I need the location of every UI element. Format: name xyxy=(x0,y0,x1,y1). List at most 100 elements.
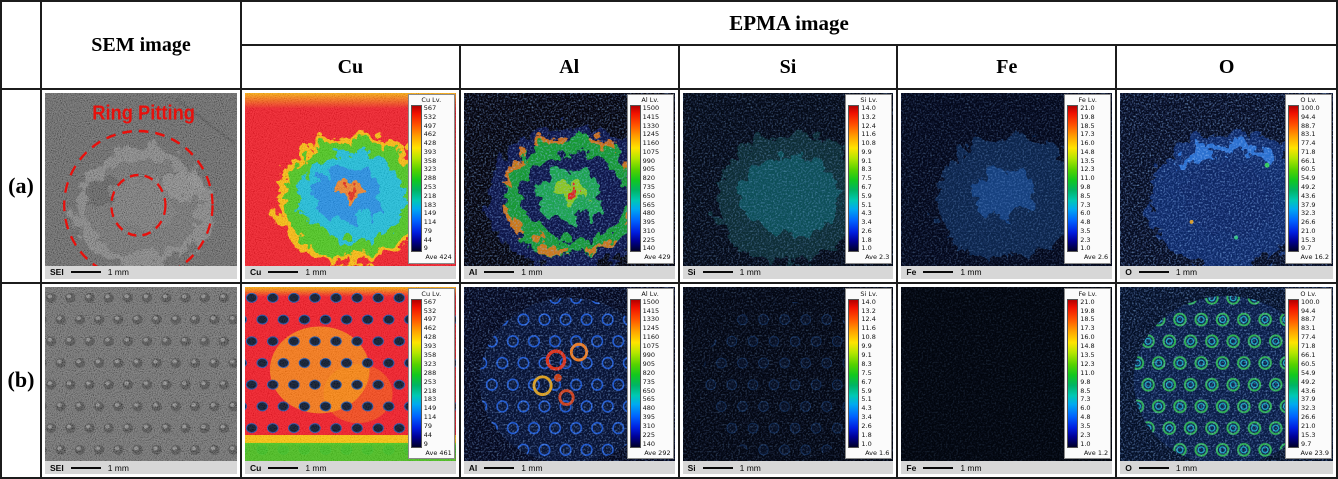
colorbar-tick: 13.5 xyxy=(1080,156,1095,165)
colorbar-tick: 9.8 xyxy=(1080,377,1091,386)
colorbar-a-o: O Lv. 100.0 94.4 88.7 83.1 77.4 71.8 66.1 60.5 54… xyxy=(1285,94,1332,264)
colorbar-tick: 1415 xyxy=(642,112,660,121)
colorbar-tick: 88.7 xyxy=(1301,121,1316,130)
colorbar-tick: 12.3 xyxy=(1080,359,1095,368)
colorbar-tick: 5.1 xyxy=(861,395,872,404)
colorbar-b-cu: Cu Lv. 567 532 497 462 428 393 358 323 288 253 218 1… xyxy=(407,287,455,459)
colorbar-tick: 11.6 xyxy=(861,324,876,333)
colorbar-tick: 12.4 xyxy=(861,315,876,324)
colorbar-tick: 532 xyxy=(423,112,437,121)
colorbar-tick: 358 xyxy=(423,350,437,359)
colorbar-tick: 8.5 xyxy=(1080,386,1091,395)
colorbar-a-al: Al Lv. 1500 1415 1330 1245 1160 1075 990 905 820 7… xyxy=(626,94,674,264)
colorbar-tick: 183 xyxy=(423,200,437,209)
ring-pitting-outer-circle xyxy=(63,129,214,279)
colorbar-tick: 323 xyxy=(423,165,437,174)
colorbar-tick: 288 xyxy=(423,368,437,377)
colorbar-tick: 12.3 xyxy=(1080,165,1095,174)
scale-banner: Al 1 mm xyxy=(463,265,675,279)
colorbar-tick: 14.8 xyxy=(1080,342,1095,351)
colorbar-tick: 395 xyxy=(642,218,656,227)
element-header-cu: Cu xyxy=(242,46,461,90)
colorbar-ave: Ave 2.6 xyxy=(1083,253,1109,262)
colorbar-ave: Ave 1.6 xyxy=(865,448,890,457)
colorbar-tick: 26.6 xyxy=(1301,218,1316,227)
colorbar-gradient xyxy=(1067,105,1079,253)
colorbar-tick: 26.6 xyxy=(1301,413,1316,422)
ring-pitting-inner-circle xyxy=(110,173,167,237)
colorbar-tick: 1415 xyxy=(642,306,660,315)
colorbar-tick: 77.4 xyxy=(1301,139,1316,148)
colorbar-tick: 49.2 xyxy=(1301,377,1316,386)
colorbar-tick: 71.8 xyxy=(1301,147,1316,156)
scale-element-label: Cu xyxy=(250,462,262,473)
colorbar-title: Fe Lv. xyxy=(1078,96,1097,104)
colorbar-tick: 1075 xyxy=(642,147,660,156)
colorbar-tick: 60.5 xyxy=(1301,359,1316,368)
colorbar-tick: 5.9 xyxy=(861,386,872,395)
colorbar-tick: 18.5 xyxy=(1080,315,1095,324)
colorbar-tick: 7.5 xyxy=(861,368,872,377)
colorbar-tick: 16.0 xyxy=(1080,333,1095,342)
colorbar-ave: Ave 461 xyxy=(425,448,452,457)
colorbar-tick: 1330 xyxy=(642,315,660,324)
colorbar-tick: 37.9 xyxy=(1301,200,1316,209)
epma-image-header: EPMA image xyxy=(242,2,1336,46)
epma-map-cell-a-cu: Cu Lv. 567 532 497 462 428 393 358 323 288 253 218 1… xyxy=(242,90,461,284)
colorbar-tick: 1.0 xyxy=(1080,244,1091,253)
colorbar-tick: 14.8 xyxy=(1080,147,1095,156)
colorbar-tick: 905 xyxy=(642,359,656,368)
colorbar-tick: 3.4 xyxy=(861,413,872,422)
colorbar-tick: 10.8 xyxy=(861,139,876,148)
colorbar-tick: 6.0 xyxy=(1080,404,1091,413)
scale-length-label: 1 mm xyxy=(521,462,543,473)
scale-banner: Si 1 mm xyxy=(682,461,894,474)
colorbar-a-fe: Fe Lv. 21.0 19.8 18.5 17.3 16.0 14.8 13.5 12.3 11… xyxy=(1064,94,1112,264)
colorbar-tick: 79 xyxy=(423,226,433,235)
scale-bar xyxy=(1138,271,1169,273)
colorbar-tick: 2.3 xyxy=(1080,430,1091,439)
colorbar-b-al: Al Lv. 1500 1415 1330 1245 1160 1075 990 905 820 7… xyxy=(626,287,674,459)
colorbar-tick: 820 xyxy=(642,368,656,377)
epma-map-cell-b-fe: Fe Lv. 21.0 19.8 18.5 17.3 16.0 14.8 13.5 12.3 11… xyxy=(898,283,1118,477)
colorbar-tick: 1330 xyxy=(642,121,660,130)
colorbar-tick: 77.4 xyxy=(1301,333,1316,342)
colorbar-tick: 32.3 xyxy=(1301,404,1316,413)
colorbar-ave: Ave 1.2 xyxy=(1083,448,1109,457)
row-label-a: (a) xyxy=(2,90,42,284)
scale-length-label: 1 mm xyxy=(305,267,327,277)
scale-bar xyxy=(70,466,101,469)
colorbar-tick: 9.8 xyxy=(1080,183,1091,192)
colorbar-tick: 650 xyxy=(642,386,656,395)
sem-image-a: Ring Pitting xyxy=(45,93,237,279)
scale-banner: Cu 1 mm xyxy=(245,265,456,279)
colorbar-gradient xyxy=(629,298,641,448)
colorbar-gradient xyxy=(629,105,641,253)
colorbar-title: O Lv. xyxy=(1300,289,1317,298)
colorbar-tick: 7.3 xyxy=(1080,200,1091,209)
colorbar-tick: 44 xyxy=(423,430,433,439)
colorbar-tick: 49.2 xyxy=(1301,183,1316,192)
sem-image-b xyxy=(45,286,237,474)
colorbar-tick: 9 xyxy=(423,244,428,253)
colorbar-tick: 1500 xyxy=(642,104,660,113)
colorbar-tick: 358 xyxy=(423,156,437,165)
colorbar-tick: 14.0 xyxy=(861,297,876,306)
colorbar-ave: Ave 16.2 xyxy=(1300,253,1329,262)
epma-map-cell-b-cu: Cu Lv. 567 532 497 462 428 393 358 323 288 253 218 1… xyxy=(242,283,461,477)
scale-banner: Al 1 mm xyxy=(463,461,675,474)
colorbar-tick: 94.4 xyxy=(1301,306,1316,315)
colorbar-tick: 9.9 xyxy=(861,147,872,156)
scale-length-label: 1 mm xyxy=(107,462,129,473)
colorbar-tick: 71.8 xyxy=(1301,342,1316,351)
colorbar-tick: 650 xyxy=(642,191,656,200)
colorbar-tick: 8.3 xyxy=(861,359,872,368)
colorbar-tick: 565 xyxy=(642,395,656,404)
colorbar-tick: 428 xyxy=(423,333,437,342)
colorbar-tick: 1.8 xyxy=(861,235,872,244)
colorbar-tick: 12.4 xyxy=(861,121,876,130)
colorbar-title: Al Lv. xyxy=(641,289,659,298)
colorbar-tick: 3.5 xyxy=(1080,422,1091,431)
scale-banner: O 1 mm xyxy=(1120,461,1333,474)
colorbar-tick: 462 xyxy=(423,324,437,333)
